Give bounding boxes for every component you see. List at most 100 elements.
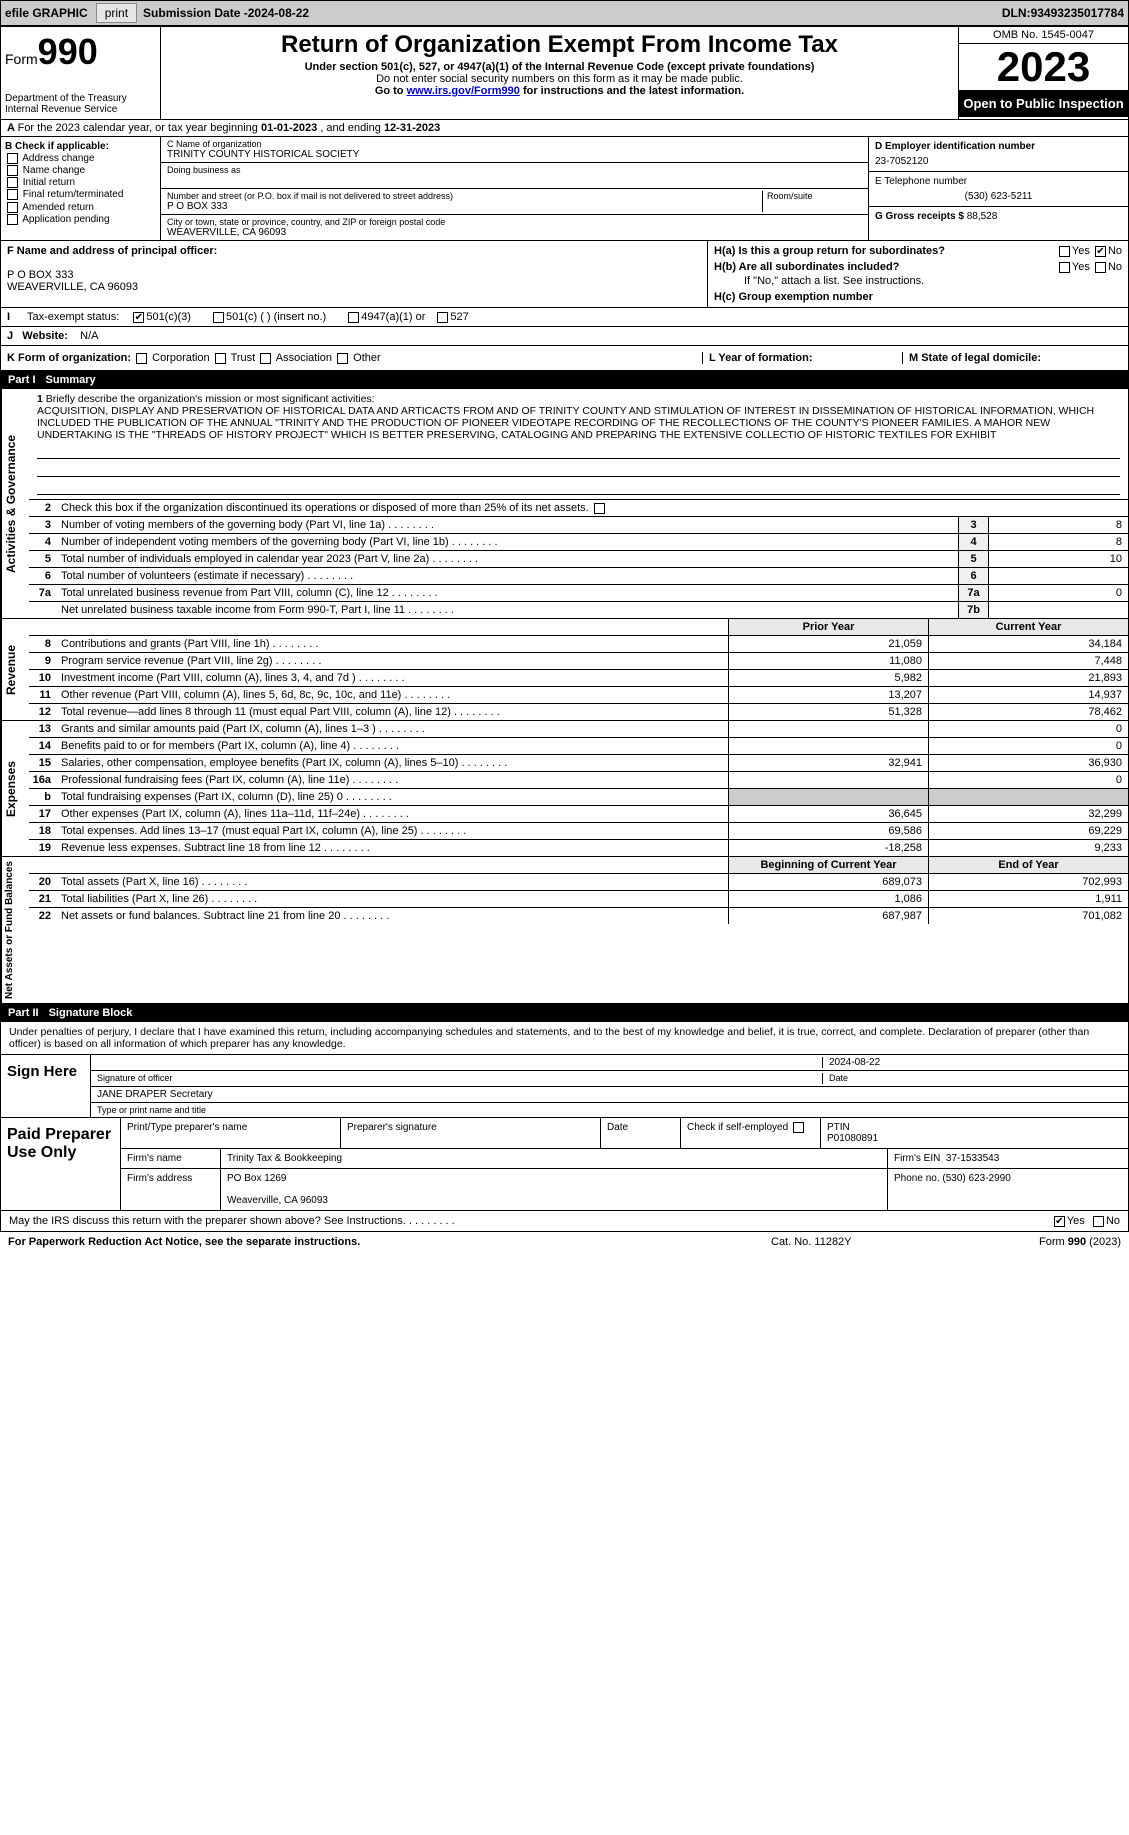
form-sub1: Under section 501(c), 527, or 4947(a)(1)… (169, 61, 950, 73)
c-addr-lbl: Number and street (or P.O. box if mail i… (167, 191, 762, 201)
part2-title: Signature Block (49, 1007, 133, 1019)
firm-addr: PO Box 1269 (227, 1173, 286, 1184)
c-dba-lbl: Doing business as (167, 165, 862, 175)
rev-header: Prior Year Current Year (29, 619, 1128, 636)
chk-name[interactable]: Name change (5, 165, 156, 176)
exp-row: 15Salaries, other compensation, employee… (29, 755, 1128, 772)
section-h: H(a) Is this a group return for subordin… (708, 241, 1128, 307)
form-sub2: Do not enter social security numbers on … (169, 73, 950, 85)
a-end: 12-31-2023 (384, 122, 440, 134)
sign-here: Sign Here (1, 1055, 91, 1117)
chk-pending[interactable]: Application pending (5, 214, 156, 225)
chk-amended[interactable]: Amended return (5, 202, 156, 213)
rev-row: 11Other revenue (Part VIII, column (A), … (29, 687, 1128, 704)
footer: For Paperwork Reduction Act Notice, see … (0, 1232, 1129, 1252)
vlab-rev: Revenue (1, 619, 29, 720)
mission-lbl: Briefly describe the organization's miss… (46, 393, 375, 405)
m-lbl: M State of legal domicile: (909, 352, 1041, 364)
submission-date: 2024-08-22 (248, 6, 309, 20)
form-title: Return of Organization Exempt From Incom… (169, 31, 950, 59)
exp-row: 19Revenue less expenses. Subtract line 1… (29, 840, 1128, 856)
block-fh: F Name and address of principal officer:… (0, 241, 1129, 308)
toolbar: efile GRAPHIC print Submission Date - 20… (0, 0, 1129, 26)
firm-name: Trinity Tax & Bookkeeping (221, 1149, 888, 1168)
form-number: 990 (38, 31, 98, 72)
goto-a: Go to (375, 85, 407, 97)
website-value: N/A (80, 330, 98, 342)
gov-row: 5Total number of individuals employed in… (29, 551, 1128, 568)
f-addr2: WEAVERVILLE, CA 96093 (7, 281, 138, 293)
chk-corp[interactable] (136, 353, 147, 364)
efile-label: efile GRAPHIC (5, 6, 88, 20)
foot-right: Form 990 (2023) (971, 1236, 1121, 1248)
part2-header: Part II Signature Block (0, 1004, 1129, 1022)
goto-b: for instructions and the latest informat… (520, 85, 744, 97)
c-room-lbl: Room/suite (767, 191, 862, 201)
chk-trust[interactable] (215, 353, 226, 364)
row-a: A For the 2023 calendar year, or tax yea… (0, 120, 1129, 137)
gov-row: 3Number of voting members of the governi… (29, 517, 1128, 534)
sig-intro: Under penalties of perjury, I declare th… (1, 1022, 1128, 1054)
chk-final[interactable]: Final return/terminated (5, 189, 156, 200)
part1-num: Part I (8, 374, 36, 386)
section-governance: Activities & Governance 1 Briefly descri… (0, 389, 1129, 619)
exp-row: 13Grants and similar amounts paid (Part … (29, 721, 1128, 738)
paid-preparer: Paid Preparer Use Only Print/Type prepar… (0, 1118, 1129, 1211)
may-yes[interactable] (1054, 1216, 1065, 1227)
irs-link[interactable]: www.irs.gov/Form990 (407, 85, 520, 97)
firm-ein: 37-1533543 (946, 1153, 999, 1164)
row-j: J Website: N/A (0, 327, 1129, 346)
rev-row: 12Total revenue—add lines 8 through 11 (… (29, 704, 1128, 720)
mission-block: 1 Briefly describe the organization's mi… (29, 389, 1128, 500)
submission-label: Submission Date - (143, 6, 248, 20)
chk-address[interactable]: Address change (5, 153, 156, 164)
g-lbl: G Gross receipts $ (875, 211, 964, 222)
gov-row: 6Total number of volunteers (estimate if… (29, 568, 1128, 585)
chk-501c[interactable] (213, 312, 224, 323)
sig-date: 2024-08-22 (829, 1057, 880, 1068)
mission-text: ACQUISITION, DISPLAY AND PRESERVATION OF… (37, 405, 1094, 441)
may-q: May the IRS discuss this return with the… (9, 1215, 1052, 1227)
type-lbl: Type or print name and title (97, 1105, 1122, 1115)
ptin: P01080891 (827, 1133, 878, 1144)
chk-other[interactable] (337, 353, 348, 364)
phone-value: (530) 623-5211 (875, 191, 1122, 202)
exp-row: 16aProfessional fundraising fees (Part I… (29, 772, 1128, 789)
org-address: P O BOX 333 (167, 201, 762, 212)
e-lbl: E Telephone number (875, 176, 967, 187)
gov-row: Net unrelated business taxable income fr… (29, 602, 1128, 618)
bal-row: 21Total liabilities (Part X, line 26)1,0… (29, 891, 1128, 908)
public-inspection: Open to Public Inspection (959, 90, 1128, 117)
chk-assoc[interactable] (260, 353, 271, 364)
gov-row: 7aTotal unrelated business revenue from … (29, 585, 1128, 602)
part2-num: Part II (8, 1007, 39, 1019)
officer-name: JANE DRAPER Secretary (97, 1089, 1122, 1100)
chk-initial[interactable]: Initial return (5, 177, 156, 188)
j-lbl: Website: (22, 330, 68, 342)
chk-527[interactable] (437, 312, 448, 323)
section-b: B Check if applicable: Address change Na… (1, 137, 161, 240)
form-left: Form990 Department of the Treasury Inter… (1, 27, 161, 119)
org-name: TRINITY COUNTY HISTORICAL SOCIETY (167, 149, 862, 160)
signature-block: Under penalties of perjury, I declare th… (0, 1022, 1129, 1118)
section-deg: D Employer identification number 23-7052… (868, 137, 1128, 240)
exp-row: bTotal fundraising expenses (Part IX, co… (29, 789, 1128, 806)
form-mid: Return of Organization Exempt From Incom… (161, 27, 958, 119)
chk-4947[interactable] (348, 312, 359, 323)
c-name-lbl: C Name of organization (167, 139, 862, 149)
part1-title: Summary (46, 374, 96, 386)
print-button[interactable]: print (96, 3, 137, 23)
vlab-gov: Activities & Governance (1, 389, 29, 618)
section-revenue: Revenue Prior Year Current Year 8Contrib… (0, 619, 1129, 721)
bal-row: 20Total assets (Part X, line 16)689,0737… (29, 874, 1128, 891)
vlab-bal: Net Assets or Fund Balances (1, 857, 29, 1003)
form-header: Form990 Department of the Treasury Inter… (0, 26, 1129, 120)
gov-row: 4Number of independent voting members of… (29, 534, 1128, 551)
chk-501c3[interactable] (133, 312, 144, 323)
may-no[interactable] (1093, 1216, 1104, 1227)
date-lbl: Date (829, 1073, 848, 1083)
org-city: WEAVERVILLE, CA 96093 (167, 227, 862, 238)
dln-label: DLN: (1002, 6, 1031, 20)
part1-header: Part I Summary (0, 371, 1129, 389)
c-city-lbl: City or town, state or province, country… (167, 217, 862, 227)
